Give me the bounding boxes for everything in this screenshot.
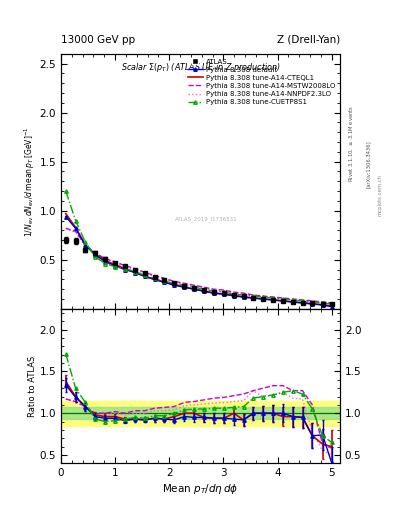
Text: ATLAS_2019_I1736531: ATLAS_2019_I1736531: [175, 217, 237, 222]
Legend: ATLAS, Pythia 8.308 default, Pythia 8.308 tune-A14-CTEQL1, Pythia 8.308 tune-A14: ATLAS, Pythia 8.308 default, Pythia 8.30…: [186, 57, 336, 106]
X-axis label: Mean $p_T/d\eta\,d\phi$: Mean $p_T/d\eta\,d\phi$: [162, 482, 239, 497]
Text: Rivet 3.1.10, $\geq$ 3.1M events: Rivet 3.1.10, $\geq$ 3.1M events: [348, 105, 355, 182]
Text: mcplots.cern.ch: mcplots.cern.ch: [377, 174, 382, 216]
Text: 13000 GeV pp: 13000 GeV pp: [61, 35, 135, 45]
Text: Scalar $\Sigma(p_{T})$ (ATLAS UE in Z production): Scalar $\Sigma(p_{T})$ (ATLAS UE in Z pr…: [121, 61, 280, 74]
Text: Z (Drell-Yan): Z (Drell-Yan): [277, 35, 340, 45]
Y-axis label: Ratio to ATLAS: Ratio to ATLAS: [28, 355, 37, 417]
Bar: [61, 408, 340, 419]
Y-axis label: $1/N_{\rm ev}\,dN_{\rm ev}/d\,{\rm mean}\,p_T\,[{\rm GeV}]^{-1}$: $1/N_{\rm ev}\,dN_{\rm ev}/d\,{\rm mean}…: [22, 126, 37, 237]
Bar: [61, 401, 340, 426]
Text: [arXiv:1306.3436]: [arXiv:1306.3436]: [365, 140, 371, 188]
